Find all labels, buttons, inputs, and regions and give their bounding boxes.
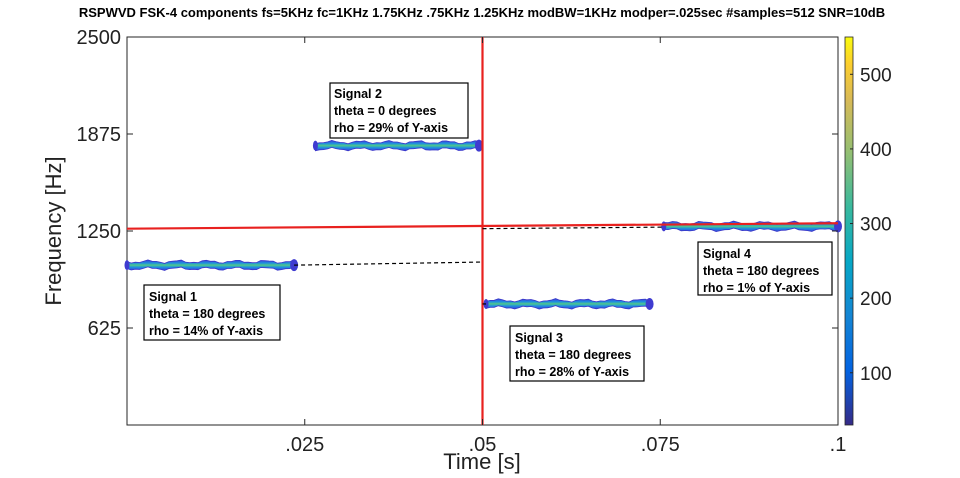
y-axis-label: Frequency [Hz] [41,156,66,305]
annotation-signal-4: Signal 4 theta = 180 degrees rho = 1% of… [697,241,833,296]
annotation-line: theta = 180 degrees [515,348,631,362]
annotation-line: Signal 3 [515,331,563,345]
signal-start-blob [312,140,318,151]
annotation-signal-3: Signal 3 theta = 180 degrees rho = 28% o… [509,325,645,382]
annotation-box [509,325,645,382]
y-tick-label: 625 [88,318,121,340]
y-axis-ticks: 625 1250 1875 2500 [77,27,838,340]
signal-end-blob [645,297,654,310]
x-tick-label: .025 [285,434,324,456]
y-tick-label: 1875 [77,124,122,146]
colorbar-ticks: 100 200 300 400 500 [850,65,892,385]
signal-components [124,139,842,310]
colorbar-tick-label: 400 [860,140,892,161]
dashed-connector [482,226,664,230]
annotation-line: rho = 14% of Y-axis [149,324,263,338]
y-tick-label: 2500 [77,27,122,49]
signal-end-blob [474,139,483,152]
x-tick-label: .05 [469,434,497,456]
chart-title: RSPWVD FSK-4 components fs=5KHz fc=1KHz … [79,5,885,20]
x-axis-ticks: .025 .05 .075 .1 [285,37,846,456]
annotation-box [697,241,833,296]
colorbar-tick-label: 200 [860,289,892,310]
annotation-line: Signal 2 [334,87,382,101]
annotation-signal-2: Signal 2 theta = 0 degrees rho = 29% of … [329,82,469,139]
red-line [126,222,839,230]
annotation-box [143,284,281,341]
annotation-line: Signal 1 [149,290,197,304]
dashed-connector [294,261,483,266]
annotation-box [329,82,469,139]
annotation-line: Signal 4 [703,247,751,261]
signal-start-blob [661,221,667,232]
annotation-line: theta = 0 degrees [334,104,437,118]
annotation-line: rho = 28% of Y-axis [515,365,629,379]
colorbar-tick-label: 300 [860,215,892,236]
x-tick-label: .075 [641,434,680,456]
signal-start-blob [124,260,130,271]
annotation-line: theta = 180 degrees [149,307,265,321]
x-tick-label: .1 [830,434,847,456]
annotation-line: rho = 1% of Y-axis [703,281,810,295]
y-tick-label: 1250 [77,221,122,243]
colorbar-tick-label: 100 [860,364,892,385]
annotation-line: rho = 29% of Y-axis [334,121,448,135]
reference-lines [126,37,839,425]
annotation-signal-1: Signal 1 theta = 180 degrees rho = 14% o… [143,284,281,341]
annotation-line: theta = 180 degrees [703,264,819,278]
colorbar-tick-label: 500 [860,65,892,86]
x-axis-label: Time [s] [443,449,520,474]
colorbar [844,36,854,426]
